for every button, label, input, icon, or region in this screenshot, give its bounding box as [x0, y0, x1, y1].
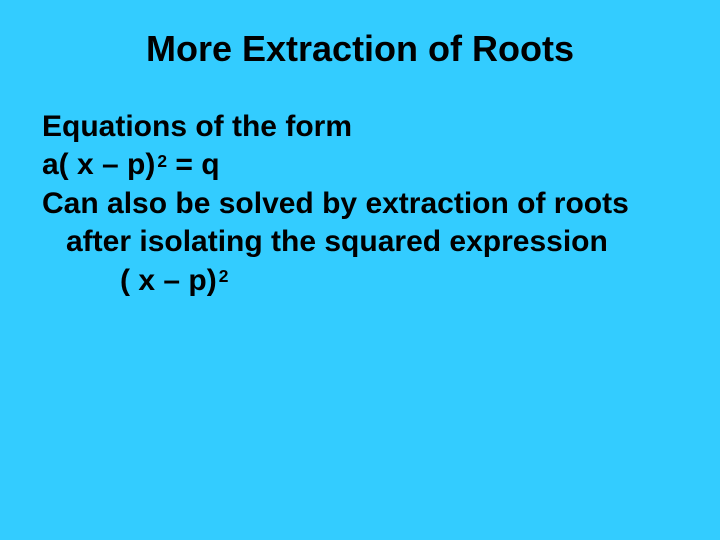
slide: More Extraction of Roots Equations of th… [0, 0, 720, 540]
body-line-1: Equations of the form [42, 108, 680, 146]
body-line-4: after isolating the squared expression [42, 223, 680, 261]
line2-exponent: 2 [157, 151, 167, 171]
body-line-2: a( x – p)2 = q [42, 146, 680, 184]
line2-post: = q [167, 148, 220, 181]
body-line-3: Can also be solved by extraction of root… [42, 185, 680, 223]
slide-body: Equations of the form a( x – p)2 = q Can… [0, 108, 720, 300]
line5-exponent: 2 [219, 266, 229, 286]
line2-pre: a( x – p) [42, 148, 155, 181]
line5-pre: ( x – p) [120, 264, 217, 297]
slide-title: More Extraction of Roots [0, 28, 720, 70]
body-line-5: ( x – p)2 [42, 262, 680, 300]
